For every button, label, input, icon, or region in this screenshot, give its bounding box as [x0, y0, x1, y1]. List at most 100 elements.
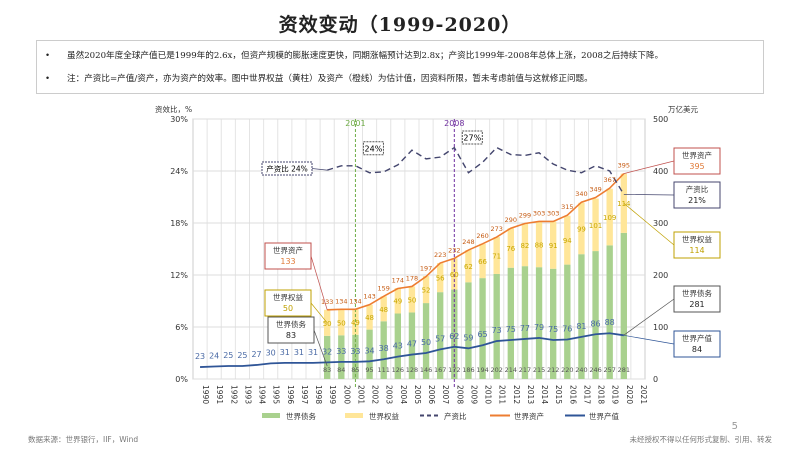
- bar-debt: [620, 232, 627, 379]
- bar-equity: [578, 202, 585, 255]
- gdp-label: 88: [605, 318, 615, 327]
- gdp-label: 27: [251, 350, 261, 359]
- page-title: 资效变动（1999-2020）: [278, 14, 522, 36]
- callout-value: 50: [283, 304, 293, 313]
- gdp-label: 31: [308, 348, 318, 357]
- copyright-note: 未经授权不得以任何形式复制、引用、转发: [629, 435, 773, 444]
- x-tick-label: 2001: [356, 385, 365, 404]
- bar-equity: [521, 223, 529, 267]
- callout-value: 281: [689, 300, 704, 309]
- x-tick-label: 1998: [314, 385, 323, 404]
- equity-label: 114: [617, 200, 631, 208]
- bar-debt: [606, 245, 613, 379]
- legend-label: 世界资产: [514, 411, 544, 421]
- assets-label: 395: [618, 162, 630, 170]
- left-tick-label: 18%: [170, 219, 188, 228]
- debt-label: 172: [448, 366, 460, 374]
- assets-label: 367: [603, 176, 615, 184]
- x-tick-label: 2010: [484, 385, 493, 404]
- legend-label: 世界债务: [286, 411, 316, 421]
- data-source: 数据来源：世界银行，IIF，Wind: [28, 435, 139, 444]
- bar-debt: [493, 273, 500, 379]
- assets-label: 178: [406, 274, 418, 282]
- x-tick-label: 1991: [215, 385, 224, 404]
- gdp-label: 75: [548, 325, 558, 334]
- note-1: • 虽然2020年度全球产值已是1999年的2.6x，但资产规模的膨胀速度更快，同…: [45, 49, 663, 61]
- assets-label: 290: [505, 216, 517, 224]
- legend-swatch: [345, 413, 363, 418]
- bar-equity: [366, 304, 373, 330]
- callout-label: 世界债务: [276, 319, 306, 329]
- left-axis-label: 资效比，%: [155, 104, 192, 114]
- gdp-label: 32: [322, 347, 332, 356]
- assets-label: 260: [476, 232, 488, 240]
- assets-line: [327, 173, 625, 311]
- callout-leader: [623, 194, 675, 196]
- gdp-label: 43: [393, 342, 403, 351]
- bar-equity: [535, 221, 543, 268]
- callout-box: [261, 161, 313, 176]
- equity-label: 49: [351, 319, 360, 327]
- x-tick-label: 2002: [371, 385, 380, 404]
- x-tick-label: 1993: [243, 385, 252, 404]
- ratio-peak-box: [461, 130, 483, 145]
- bar-debt: [465, 282, 472, 379]
- callout-leader: [311, 168, 328, 171]
- callout-box: [673, 330, 721, 358]
- right-tick-label: 200: [653, 271, 668, 280]
- equity-label: 88: [535, 241, 544, 249]
- x-tick-label: 2011: [498, 385, 507, 404]
- bar-equity: [564, 215, 571, 265]
- callout-label: 世界债务: [682, 288, 712, 298]
- bar-debt: [366, 329, 373, 379]
- gdp-label: 57: [435, 334, 445, 343]
- callout-box: [673, 231, 721, 259]
- bar-equity: [507, 228, 514, 268]
- callout-leader: [313, 329, 328, 367]
- gdp-label: 33: [336, 347, 346, 356]
- bar-debt: [479, 278, 486, 379]
- assets-label: 159: [377, 284, 389, 292]
- x-tick-label: 2000: [342, 385, 351, 404]
- x-tick-label: 2006: [427, 385, 436, 404]
- left-tick-label: 24%: [170, 167, 188, 176]
- x-tick-label: 2016: [568, 385, 577, 404]
- bar-equity: [550, 221, 557, 269]
- gdp-label: 31: [294, 348, 304, 357]
- gdp-label: 31: [280, 348, 290, 357]
- debt-label: 83: [323, 366, 331, 374]
- x-tick-label: 2005: [413, 385, 422, 404]
- bar-debt: [408, 312, 416, 379]
- equity-label: 48: [379, 306, 388, 314]
- equity-label: 99: [577, 225, 586, 233]
- legend-label: 产资比: [444, 411, 467, 421]
- x-tick-label: 1997: [300, 385, 309, 404]
- gdp-label: 33: [350, 347, 360, 356]
- debt-label: 281: [618, 366, 630, 374]
- gdp-label: 34: [364, 346, 374, 355]
- bar-equity: [465, 250, 472, 283]
- debt-label: 257: [603, 366, 615, 374]
- debt-label: 212: [547, 366, 559, 374]
- gdp-line: [200, 332, 624, 368]
- bar-equity: [606, 188, 613, 246]
- assets-label: 303: [547, 209, 559, 217]
- bar-debt: [437, 292, 444, 379]
- legend-swatch: [262, 413, 280, 418]
- callout-label: 世界资产: [273, 245, 303, 255]
- debt-label: 214: [505, 366, 517, 374]
- debt-label: 111: [377, 366, 389, 374]
- x-tick-label: 1990: [201, 385, 210, 404]
- note-text: 虽然2020年度全球产值已是1999年的2.6x，但资产规模的膨胀速度更快，同期…: [67, 51, 664, 61]
- debt-label: 202: [490, 366, 502, 374]
- assets-label: 349: [589, 186, 601, 194]
- page-number: 5: [731, 421, 738, 432]
- bar-equity: [493, 237, 500, 274]
- x-tick-label: 1995: [272, 385, 281, 404]
- callout-leader: [623, 334, 675, 345]
- equity-label: 91: [549, 242, 558, 250]
- equity-label: 76: [506, 245, 515, 253]
- bar-debt: [338, 335, 345, 379]
- callout-box: [264, 242, 312, 270]
